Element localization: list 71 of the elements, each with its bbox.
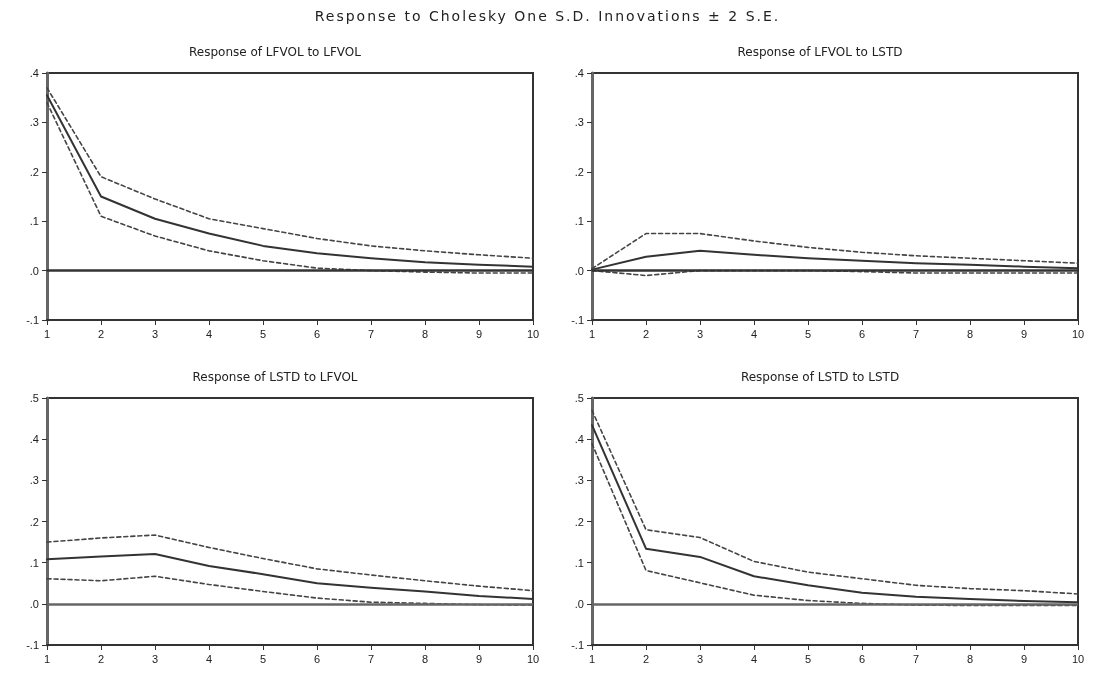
x-tick-label: 5	[804, 327, 812, 340]
chart-title: Response of LSTD to LSTD	[740, 370, 900, 384]
x-tick-label: 9	[475, 327, 483, 340]
y-tick-label: .1	[574, 215, 584, 228]
x-tick-label: 10	[526, 652, 540, 665]
x-tick-label: 8	[421, 652, 429, 665]
y-tick-label: .3	[574, 474, 584, 487]
x-tick-label: 3	[696, 652, 704, 665]
y-tick-label: -.1	[571, 314, 584, 326]
x-tick-label: 9	[475, 652, 483, 665]
x-tick-label: 9	[1020, 652, 1028, 665]
x-tick-label: 7	[367, 652, 375, 665]
x-tick-label: 9	[1020, 327, 1028, 340]
x-tick-label: 6	[858, 652, 866, 665]
x-tick-label: 1	[588, 652, 596, 665]
x-tick-label: 7	[912, 327, 920, 340]
x-tick-label: 5	[259, 652, 267, 665]
x-tick-label: 2	[642, 652, 650, 665]
y-tick-label: .0	[29, 597, 39, 610]
x-tick-label: 4	[205, 652, 213, 665]
x-tick-label: 1	[43, 327, 51, 340]
x-tick-label: 1	[588, 327, 596, 340]
x-tick-label: 4	[750, 327, 758, 340]
x-tick-label: 6	[313, 652, 321, 665]
x-tick-label: 7	[367, 327, 375, 340]
x-tick-label: 10	[526, 327, 540, 340]
x-tick-label: 2	[642, 327, 650, 340]
x-tick-label: 7	[912, 652, 920, 665]
x-tick-label: 2	[97, 652, 105, 665]
x-tick-label: 10	[1071, 327, 1085, 340]
x-tick-label: 5	[259, 327, 267, 340]
x-tick-label: 2	[97, 327, 105, 340]
y-tick-label: .4	[29, 433, 39, 446]
y-tick-label: .2	[574, 165, 584, 178]
x-tick-label: 6	[313, 327, 321, 340]
x-tick-label: 8	[966, 652, 974, 665]
x-tick-label: 3	[151, 327, 159, 340]
y-tick-label: .3	[574, 116, 584, 129]
y-tick-label: -.1	[571, 639, 584, 651]
y-tick-label: .0	[574, 597, 584, 610]
x-tick-label: 8	[966, 327, 974, 340]
x-tick-label: 3	[151, 652, 159, 665]
chart-title: Response of LFVOL to LSTD	[737, 45, 903, 59]
x-tick-label: 1	[43, 652, 51, 665]
y-tick-label: .5	[29, 392, 39, 404]
y-tick-label: .1	[29, 215, 39, 228]
y-tick-label: .2	[29, 515, 39, 528]
y-tick-label: .0	[574, 264, 584, 277]
y-tick-label: .1	[29, 556, 39, 569]
y-tick-label: .5	[574, 392, 584, 404]
y-tick-label: .4	[574, 433, 584, 446]
y-tick-label: .1	[574, 556, 584, 569]
y-tick-label: .2	[574, 515, 584, 528]
x-tick-label: 3	[696, 327, 704, 340]
y-tick-label: .4	[29, 67, 39, 79]
y-tick-label: .3	[29, 474, 39, 487]
chart-title: Response of LSTD to LFVOL	[192, 370, 358, 384]
y-tick-label: .2	[29, 165, 39, 178]
x-tick-label: 6	[858, 327, 866, 340]
y-tick-label: .0	[29, 264, 39, 277]
y-tick-label: -.1	[26, 639, 39, 651]
text: Response to Cholesky One S.D. Innovations ± 2 S.E.	[313, 8, 782, 24]
y-tick-label: -.1	[26, 314, 39, 326]
chart-title: Response of LFVOL to LFVOL	[189, 45, 362, 59]
x-tick-label: 8	[421, 327, 429, 340]
x-tick-label: 5	[804, 652, 812, 665]
y-tick-label: .3	[29, 116, 39, 129]
x-tick-label: 4	[750, 652, 758, 665]
y-tick-label: .4	[574, 67, 584, 79]
x-tick-label: 10	[1071, 652, 1085, 665]
x-tick-label: 4	[205, 327, 213, 340]
